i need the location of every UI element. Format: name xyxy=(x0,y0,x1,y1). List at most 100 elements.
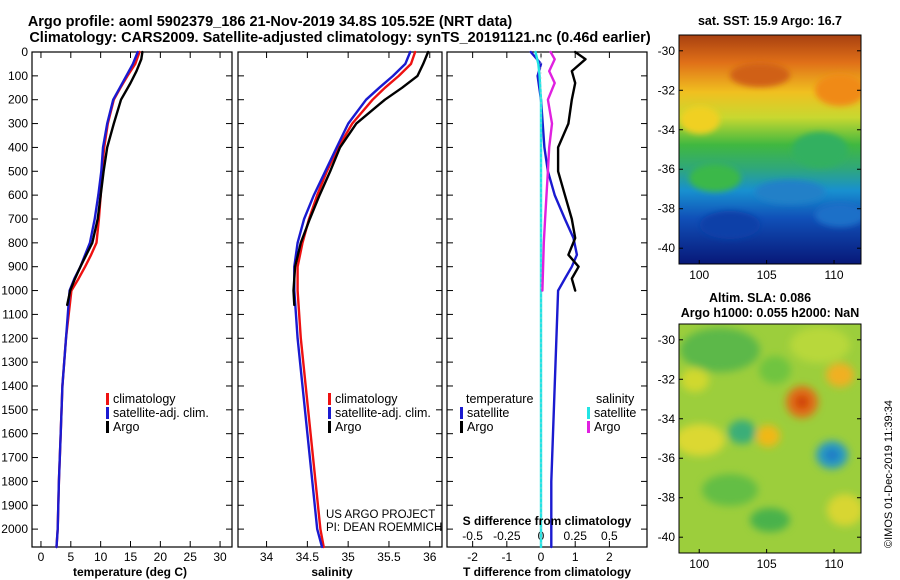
series-line-argo xyxy=(65,50,144,307)
x-tick-label: 36 xyxy=(423,550,437,564)
difference-ticks: -2 -1 0 1 2-0.5 -0.25 0 0.25 0.5 xyxy=(447,51,647,564)
sla-map-panel: Altim. SLA: 0.086 Argo h1000: 0.055 h200… xyxy=(658,291,862,571)
map-y-tick-label: -32 xyxy=(658,372,676,386)
sst-map-ticks: 100 105 110 -30 -32 -34 -36 -38 -40 xyxy=(658,44,861,282)
series-line-satellite-adj-clim- xyxy=(55,50,139,549)
legend-label-argo: Argo xyxy=(335,420,361,434)
sst-map-panel: sat. SST: 15.9 Argo: 16.7 100 105 110 -30 -3… xyxy=(658,14,862,282)
sla-heatmap xyxy=(679,324,861,553)
s-difference-axis-label: S difference from climatology xyxy=(463,514,632,528)
temperature-plot-frame xyxy=(31,51,233,548)
salinity-series xyxy=(292,50,430,549)
depth-tick-label: 1900 xyxy=(1,498,28,512)
pi-annotation: PI: DEAN ROEMMICH xyxy=(326,522,442,534)
project-annotation: US ARGO PROJECT xyxy=(326,509,435,521)
legend-title-temperature: temperature xyxy=(466,392,533,406)
sla-map-ticks: 100 105 110 -30 -32 -34 -36 -38 -40 xyxy=(658,333,861,571)
temperature-axis-label: temperature (deg C) xyxy=(73,565,187,579)
series-line-t-argo xyxy=(556,50,587,292)
s-diff-tick-label: -0.25 xyxy=(493,529,521,543)
legend-swatch-s-argo xyxy=(587,421,590,433)
sla-map-frame xyxy=(678,323,862,554)
legend-label-climatology: climatology xyxy=(335,392,398,406)
legend-swatch-satellite xyxy=(328,407,331,419)
depth-tick-label: 1600 xyxy=(1,427,28,441)
depth-tick-label: 1700 xyxy=(1,451,28,465)
map-y-tick-label: -40 xyxy=(658,241,676,255)
x-tick-label: 34.5 xyxy=(296,550,320,564)
x-tick-label: 15 xyxy=(124,550,138,564)
depth-tick-label: 500 xyxy=(8,164,28,178)
legend-swatch-argo xyxy=(328,421,331,433)
temperature-ticks: 0 5 10 15 20 25 30 xyxy=(32,51,232,564)
legend-label-t-satellite: satellite xyxy=(467,406,509,420)
depth-tick-label: 0 xyxy=(21,45,28,59)
map-y-tick-label: -40 xyxy=(658,530,676,544)
map-y-tick-label: -30 xyxy=(658,333,676,347)
difference-series xyxy=(529,50,587,549)
x-tick-label: 25 xyxy=(184,550,198,564)
depth-tick-label: 600 xyxy=(8,188,28,202)
t-difference-axis-label: T difference from climatology xyxy=(463,565,631,579)
difference-legend: temperature satellite Argo salinity sate… xyxy=(460,392,636,434)
legend-label-s-argo: Argo xyxy=(594,420,620,434)
depth-tick-label: 100 xyxy=(8,69,28,83)
legend-title-salinity: salinity xyxy=(596,392,635,406)
x-tick-label: 30 xyxy=(213,550,227,564)
x-tick-label: 1 xyxy=(572,550,579,564)
map-y-tick-label: -30 xyxy=(658,44,676,58)
temperature-legend: climatology satellite-adj. clim. Argo xyxy=(106,392,209,434)
depth-tick-label: 1200 xyxy=(1,331,28,345)
map-x-tick-label: 100 xyxy=(689,557,709,571)
figure-title-line1: Argo profile: aoml 5902379_186 21-Nov-20… xyxy=(28,14,513,30)
depth-tick-label: 400 xyxy=(8,140,28,154)
difference-panel: -2 -1 0 1 2-0.5 -0.25 0 0.25 0.5 temperature sat… xyxy=(446,50,648,579)
depth-tick-label: 1400 xyxy=(1,379,28,393)
figure-title-line2: Climatology: CARS2009. Satellite-adjuste… xyxy=(29,30,650,46)
series-line-s-argo xyxy=(541,50,556,292)
legend-swatch-argo xyxy=(106,421,109,433)
salinity-ticks: 34 34.5 35 35.5 36 xyxy=(238,51,442,564)
legend-label-satellite: satellite-adj. clim. xyxy=(335,406,431,420)
x-tick-label: -1 xyxy=(501,550,512,564)
difference-plot-frame xyxy=(446,51,648,548)
map-y-tick-label: -36 xyxy=(658,162,676,176)
salinity-axis-label: salinity xyxy=(311,565,353,579)
depth-tick-label: 900 xyxy=(8,260,28,274)
legend-label-argo: Argo xyxy=(113,420,139,434)
imos-watermark: ©IMOS 01-Dec-2019 11:39:34 xyxy=(883,400,895,548)
map-x-tick-label: 110 xyxy=(824,268,843,282)
salinity-legend: climatology satellite-adj. clim. Argo xyxy=(328,392,431,434)
depth-tick-label: 700 xyxy=(8,212,28,226)
sst-map-title: sat. SST: 15.9 Argo: 16.7 xyxy=(698,14,842,28)
x-tick-label: 0 xyxy=(538,550,545,564)
legend-swatch-t-argo xyxy=(460,421,463,433)
map-x-tick-label: 110 xyxy=(824,557,843,571)
depth-tick-label: 300 xyxy=(8,117,28,131)
legend-swatch-satellite xyxy=(106,407,109,419)
depth-tick-label: 200 xyxy=(8,93,28,107)
map-y-tick-label: -34 xyxy=(658,123,676,137)
legend-label-s-satellite: satellite xyxy=(594,406,636,420)
x-tick-label: 10 xyxy=(94,550,108,564)
depth-tick-label: 1500 xyxy=(1,403,28,417)
sla-map-title-line2: Argo h1000: 0.055 h2000: NaN xyxy=(681,306,860,320)
legend-swatch-s-satellite xyxy=(587,407,590,419)
s-diff-tick-label: 0.5 xyxy=(601,529,618,543)
depth-tick-label: 800 xyxy=(8,236,28,250)
x-tick-label: -2 xyxy=(467,550,478,564)
map-y-tick-label: -36 xyxy=(658,451,676,465)
salinity-panel: 34 34.5 35 35.5 36 climatology satellite-adj… xyxy=(237,50,443,579)
x-tick-label: 34 xyxy=(260,550,274,564)
legend-swatch-t-satellite xyxy=(460,407,463,419)
series-line-satellite-adj-clim- xyxy=(293,50,412,549)
x-tick-label: 5 xyxy=(67,550,74,564)
sst-heatmap xyxy=(679,35,861,264)
map-y-tick-label: -32 xyxy=(658,83,676,97)
x-tick-label: 20 xyxy=(154,550,168,564)
map-y-tick-label: -38 xyxy=(658,202,676,216)
temperature-series xyxy=(55,50,144,549)
sla-map-title-line1: Altim. SLA: 0.086 xyxy=(709,291,811,305)
map-y-tick-label: -34 xyxy=(658,412,676,426)
